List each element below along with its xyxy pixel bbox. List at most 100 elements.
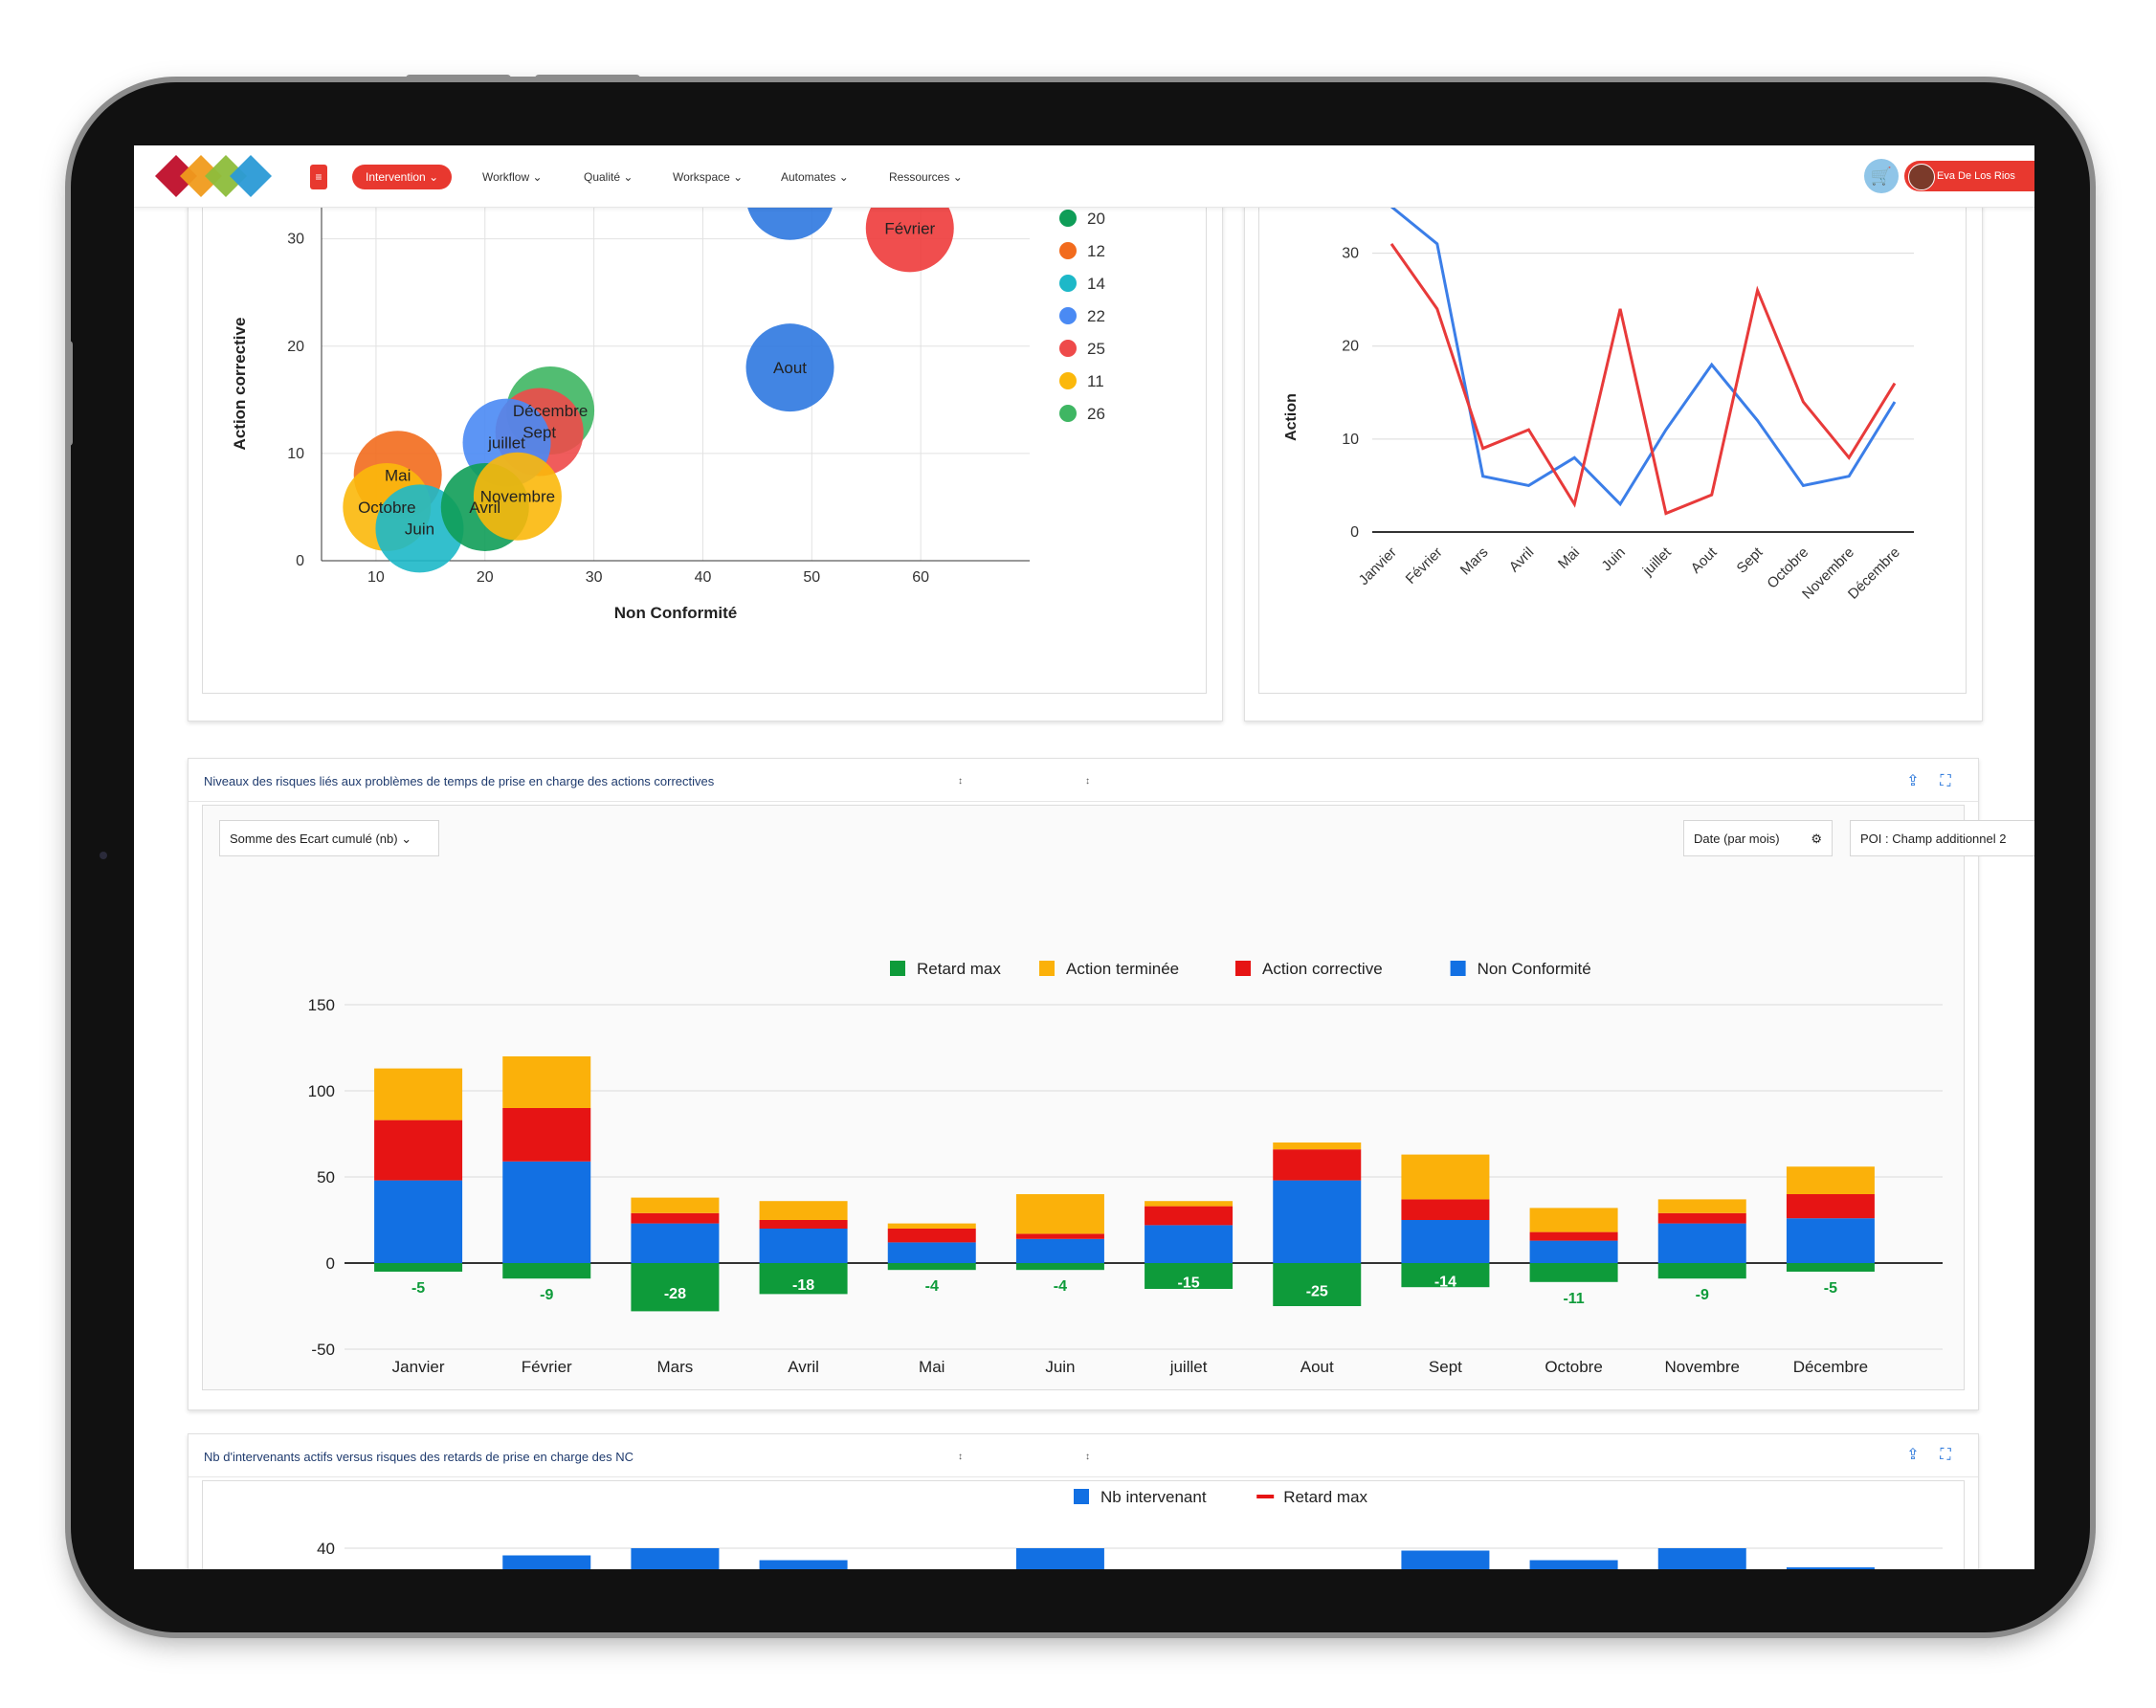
y-axis-label: Action <box>1283 393 1300 441</box>
nav-item-label: Qualité <box>584 170 621 184</box>
y-tick-label: 0 <box>296 553 304 569</box>
export-icon[interactable]: ⇪ <box>1906 773 1920 789</box>
bar-segment <box>1015 1233 1104 1239</box>
bar-segment <box>1145 1263 1234 1289</box>
bar-segment <box>887 1242 976 1263</box>
series-line <box>1390 207 1897 507</box>
y-tick-label: 20 <box>287 339 304 355</box>
bubble-label: Sept <box>522 423 556 441</box>
x-tick-label: 30 <box>586 569 603 586</box>
x-tick-label: juillet <box>1169 1358 1208 1376</box>
x-tick-label: 20 <box>477 569 494 586</box>
fullscreen-icon[interactable]: ⛶ <box>1940 1447 1951 1463</box>
bubble-label: Novembre <box>480 488 555 506</box>
data-label: -4 <box>1054 1278 1067 1295</box>
nav-item-workflow[interactable]: Workflow ⌄ <box>482 165 543 189</box>
user-menu[interactable]: Eva De Los Rios <box>1904 161 2034 191</box>
nav-item-intervention[interactable]: Intervention ⌄ <box>352 165 453 189</box>
legend-swatch <box>1235 961 1251 976</box>
bar-segment <box>374 1263 463 1272</box>
measure-select-value: Somme des Ecart cumulé (nb) <box>230 832 398 846</box>
bubble-chart-card <box>188 184 1223 721</box>
measure-select[interactable]: Somme des Ecart cumulé (nb) ⌄ <box>219 820 439 856</box>
bar <box>1529 1560 1618 1569</box>
filter-date[interactable]: Date (par mois) ⚙ <box>1683 820 1833 856</box>
x-tick-label: Janvier <box>1356 544 1400 588</box>
x-tick-label: Avril <box>1506 544 1537 575</box>
legend-label: Retard max <box>917 960 1001 978</box>
x-tick-label: Février <box>1403 544 1446 588</box>
legend-marker <box>1059 242 1077 259</box>
y-tick-label: 30 <box>287 232 304 248</box>
bubble-point <box>865 207 954 273</box>
divider <box>189 801 1978 802</box>
export-icon[interactable]: ⇪ <box>1906 1447 1920 1463</box>
bar-segment <box>1401 1263 1490 1288</box>
legend-marker <box>1059 307 1077 324</box>
y-tick-label: 20 <box>1342 339 1359 355</box>
legend-marker <box>1059 405 1077 422</box>
bar <box>1401 1550 1490 1569</box>
nav-item-automates[interactable]: Automates ⌄ <box>781 165 849 189</box>
nav-item-label: Intervention <box>366 170 426 184</box>
brand-logo[interactable] <box>153 153 287 199</box>
bar-segment <box>1786 1194 1875 1219</box>
bar-segment <box>631 1223 720 1263</box>
legend-label: 20 <box>1087 210 1105 228</box>
bar-segment <box>1015 1263 1104 1271</box>
risk-levels-card: Niveaux des risques liés aux problèmes d… <box>188 758 2034 1410</box>
bar-segment <box>631 1263 720 1312</box>
sort-icon[interactable]: ↕ <box>958 776 963 787</box>
divider <box>189 1476 1978 1477</box>
nav-item-label: Automates <box>781 170 836 184</box>
bar-segment <box>1786 1166 1875 1194</box>
bar <box>1786 1567 1875 1569</box>
bar-segment <box>1529 1208 1618 1232</box>
gear-icon[interactable]: ⚙ <box>1811 832 1822 846</box>
risk-stacked-bar-chart: Retard max Action terminée Action correcti… <box>308 960 1943 1376</box>
bar-segment <box>1015 1238 1104 1263</box>
x-tick-label: 40 <box>695 569 712 586</box>
chevron-down-icon: ⌄ <box>733 170 744 184</box>
bar-segment <box>502 1056 591 1108</box>
chevron-down-icon: ⌄ <box>429 170 439 184</box>
legend-swatch <box>1039 961 1055 976</box>
legend-label: 12 <box>1087 242 1105 260</box>
chevron-down-icon: ⌄ <box>401 832 412 846</box>
legend-label: 25 <box>1087 340 1105 358</box>
sort-icon[interactable]: ↕ <box>1085 776 1090 787</box>
sort-icon[interactable]: ↕ <box>958 1452 963 1462</box>
bar-segment <box>374 1120 463 1181</box>
legend-label: Retard max <box>1283 1488 1367 1506</box>
user-name: Eva De Los Rios <box>1937 170 2015 182</box>
tablet-top-button <box>406 75 511 82</box>
bar-segment <box>1657 1263 1746 1279</box>
fullscreen-icon[interactable]: ⛶ <box>1940 773 1951 789</box>
nav-item-ressources[interactable]: Ressources ⌄ <box>889 165 963 189</box>
bar-segment <box>631 1212 720 1224</box>
x-tick-label: Juin <box>1045 1358 1075 1376</box>
x-tick-label: Octobre <box>1545 1358 1602 1376</box>
line-chart: 0 10 20 30 Action Janvier Février Mars Avril Mai J… <box>1283 207 1914 603</box>
bar-segment <box>374 1180 463 1263</box>
bar-segment <box>759 1229 848 1263</box>
risk-chart-frame <box>202 805 1965 1390</box>
sort-icon[interactable]: ↕ <box>1085 1452 1090 1462</box>
bar <box>631 1548 720 1569</box>
filter-poi[interactable]: POI : Champ additionnel 2 ⚙ <box>1850 820 2034 856</box>
legend-label: 14 <box>1087 275 1105 293</box>
menu-toggle-button[interactable]: ≡ <box>310 165 327 189</box>
x-tick-label: 10 <box>367 569 385 586</box>
x-tick-label: Mars <box>1457 544 1492 579</box>
x-tick-label: Février <box>522 1358 572 1376</box>
y-tick-label: -50 <box>311 1341 335 1359</box>
y-tick-label: 150 <box>308 996 335 1014</box>
nav-item-qualite[interactable]: Qualité ⌄ <box>584 165 633 189</box>
nav-item-workspace[interactable]: Workspace ⌄ <box>673 165 743 189</box>
x-tick-label: Sept <box>1429 1358 1462 1376</box>
legend-marker <box>1059 275 1077 292</box>
bubble-point <box>473 452 562 541</box>
bar-segment <box>759 1201 848 1220</box>
cart-icon[interactable]: 🛒 <box>1864 159 1899 193</box>
card-title: Niveaux des risques liés aux problèmes d… <box>204 774 715 788</box>
